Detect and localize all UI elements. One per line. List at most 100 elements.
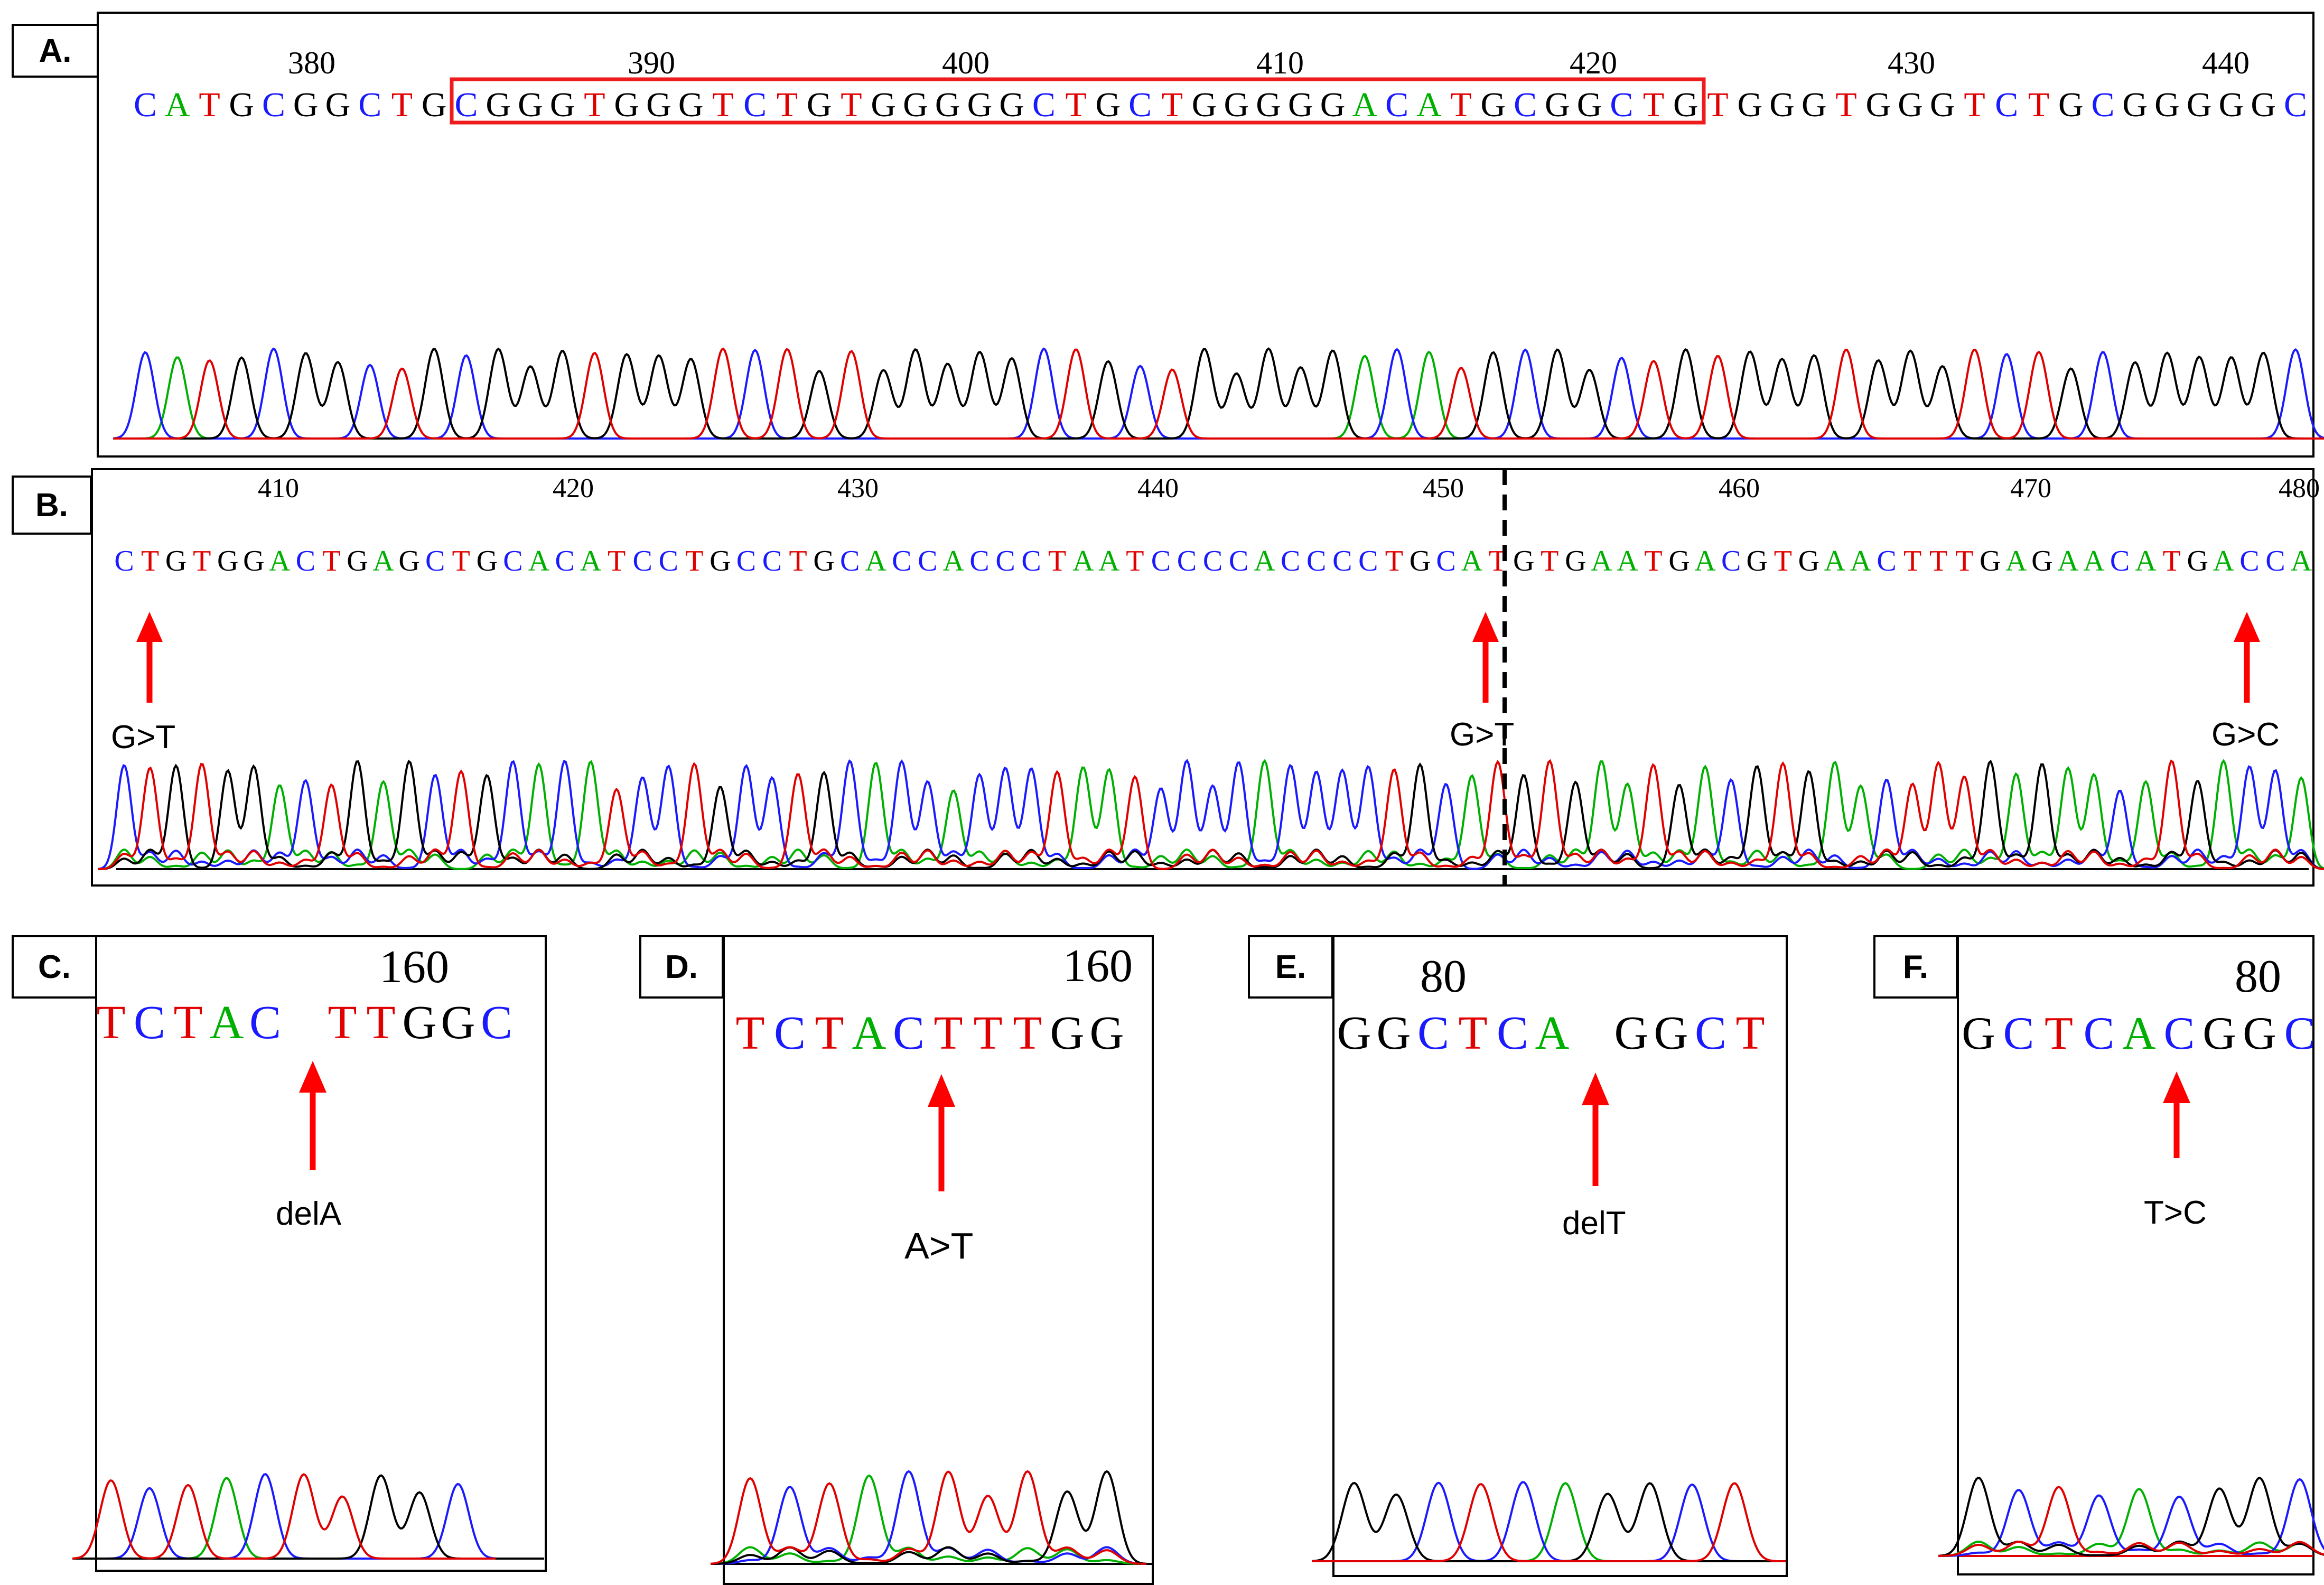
panel-b-base: A <box>1694 545 1716 577</box>
panel-a-base: C <box>1610 86 1633 124</box>
panel-b-base: C <box>555 545 574 577</box>
panel-b-base: G <box>2031 545 2052 577</box>
panel-b-base: C <box>1229 545 1248 577</box>
panel-e-base: G <box>1614 1007 1649 1059</box>
panel-e-position: 80 <box>1420 951 1467 1002</box>
panel-b-base: G <box>243 545 264 577</box>
panel-a-base: G <box>807 86 832 124</box>
panel-b-base: C <box>1877 545 1896 577</box>
panel-a-base: G <box>1898 86 1923 124</box>
panel-a-position-label: 400 <box>942 45 990 80</box>
panel-b-base: C <box>425 545 445 577</box>
panel-b-base: T <box>1644 545 1662 577</box>
panel-a-base: G <box>1481 86 1506 124</box>
panel-e-base: G <box>1654 1007 1688 1059</box>
panel-b-base: T <box>452 545 470 577</box>
panel-a-base: G <box>2219 86 2244 124</box>
panel-c-base: T <box>328 996 357 1049</box>
panel-a-base: C <box>1995 86 2018 124</box>
panel-f-annotation: T>C <box>2144 1195 2207 1231</box>
panel-b-base: A <box>528 545 550 577</box>
panel-b-base: A <box>1254 545 1275 577</box>
panel-a-base: T <box>1964 86 1985 124</box>
panel-b-base: C <box>1177 545 1197 577</box>
panel-f <box>1957 935 2314 1575</box>
panel-b-base: T <box>141 545 159 577</box>
panel-a-base: G <box>903 86 928 124</box>
panel-d-base: C <box>774 1007 806 1059</box>
panel-a-base: T <box>391 86 413 124</box>
panel-b-annotation-3: G>C <box>2211 716 2280 753</box>
panel-b-base: G <box>1798 545 1819 577</box>
panel-b-base: G <box>1513 545 1534 577</box>
panel-b-annotation-2: G>T <box>1450 716 1515 753</box>
panel-b-base: C <box>762 545 782 577</box>
panel-b-base: G <box>347 545 368 577</box>
panel-a-base: G <box>486 86 511 124</box>
panel-b-base: C <box>1203 545 1222 577</box>
panel-a-base: G <box>1930 86 1955 124</box>
panel-b-position-label: 480 <box>2279 473 2320 504</box>
panel-b-base: C <box>2239 545 2259 577</box>
trace-g <box>1938 1477 2324 1557</box>
panel-e-base: C <box>1695 1007 1726 1059</box>
panel-b-base: A <box>1850 545 1872 577</box>
panel-f-base: A <box>2122 1008 2156 1059</box>
panel-c-base: C <box>481 996 512 1049</box>
panel-b-base: A <box>2135 545 2157 577</box>
panel-a-base: G <box>325 86 351 124</box>
panel-c-annotation: delA <box>276 1196 342 1232</box>
panel-c-base: G <box>403 996 437 1049</box>
panel-e-base: T <box>1736 1007 1765 1059</box>
panel-a-base: T <box>712 86 733 124</box>
panel-b-base: A <box>269 545 291 577</box>
panel-b-base: C <box>1436 545 1455 577</box>
panel-d-position: 160 <box>1063 940 1133 992</box>
panel-b-base: A <box>2213 545 2235 577</box>
panel-a-base: T <box>1643 86 1664 124</box>
panel-b-base: C <box>659 545 678 577</box>
panel-a-base: G <box>550 86 575 124</box>
panel-b-base: T <box>1541 545 1558 577</box>
panel-a-base: G <box>1192 86 1217 124</box>
panel-b-base: A <box>2005 545 2027 577</box>
panel-c-base: C <box>134 996 165 1049</box>
panel-b-base: T <box>1126 545 1144 577</box>
panel-a <box>97 12 2314 458</box>
panel-b-base: G <box>1565 545 1586 577</box>
panel-f-position: 80 <box>2235 951 2281 1002</box>
panel-a-base: C <box>2284 86 2307 124</box>
panel-b-base: G <box>2187 545 2208 577</box>
panel-b-base: C <box>633 545 652 577</box>
panel-a-base: T <box>1707 86 1728 124</box>
panel-b-base: A <box>2057 545 2079 577</box>
panel-b-position-label: 440 <box>1137 473 1179 504</box>
panel-a-base: G <box>967 86 993 124</box>
panel-c-position: 160 <box>379 941 449 993</box>
panel-b-base: G <box>710 545 731 577</box>
panel-a-base: G <box>999 86 1024 124</box>
panel-a-position-label: 420 <box>1570 45 1617 80</box>
panel-c-base: T <box>97 996 126 1049</box>
panel-b-base: C <box>2265 545 2285 577</box>
trace-a <box>1938 1488 2324 1557</box>
panel-b-base: C <box>1021 545 1041 577</box>
panel-b-base: G <box>477 545 498 577</box>
panel-a-base: C <box>1032 86 1056 124</box>
panel-b-position-label: 450 <box>1423 473 1464 504</box>
panel-b-base: T <box>1774 545 1792 577</box>
panel-a-base: G <box>2154 86 2180 124</box>
panel-b-base: C <box>2110 545 2130 577</box>
trace-t <box>710 1470 1147 1565</box>
panel-a-base: G <box>2187 86 2212 124</box>
panel-a-base: A <box>1352 86 1378 124</box>
panel-f-label: F. <box>1873 935 1958 999</box>
panel-a-label: A. <box>12 24 99 78</box>
panel-a-base: G <box>1288 86 1313 124</box>
panel-b-label: B. <box>12 476 92 535</box>
panel-b-base: G <box>398 545 419 577</box>
